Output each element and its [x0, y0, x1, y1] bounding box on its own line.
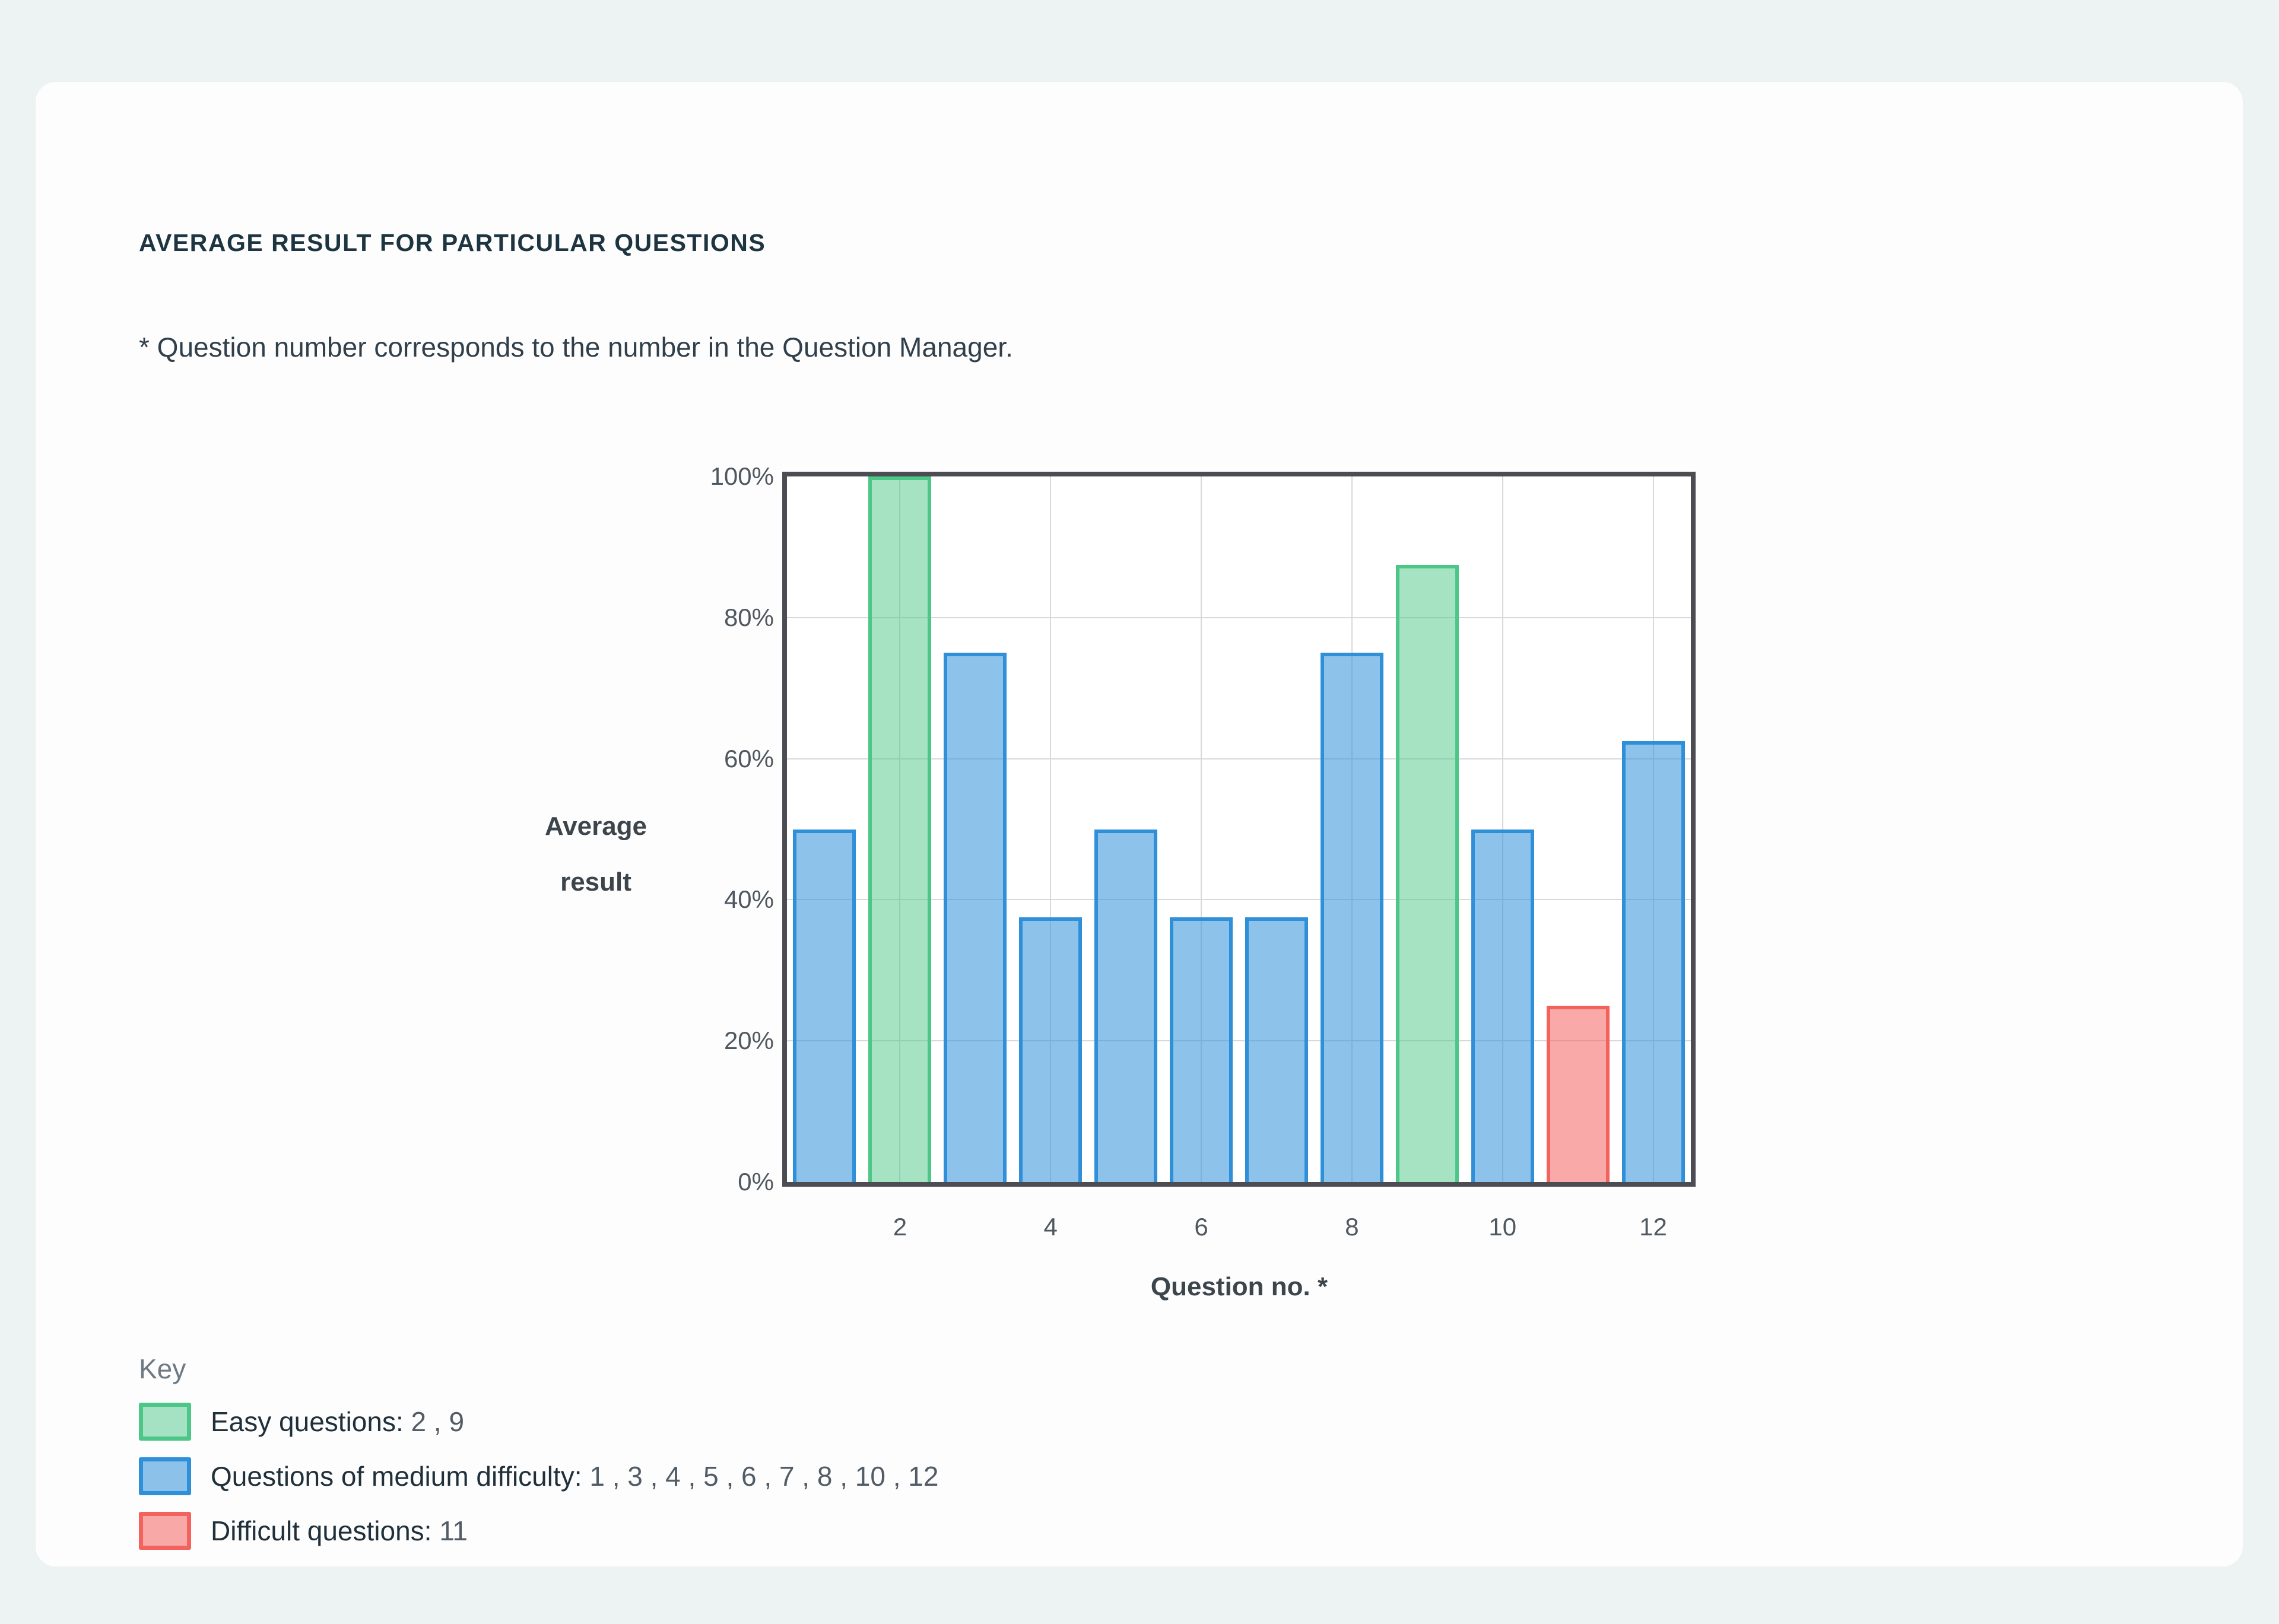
bar-question-4 [1019, 917, 1083, 1182]
report-card: AVERAGE RESULT FOR PARTICULAR QUESTIONS … [36, 82, 2243, 1566]
y-tick-60: 60% [723, 744, 774, 773]
key-label-text: Easy questions: [211, 1406, 411, 1437]
gridline-v-4 [1050, 476, 1052, 1182]
key-label-values: 11 [439, 1515, 468, 1546]
gridline-h-60 [787, 758, 1691, 759]
key-label-easy: Easy questions: 2 , 9 [211, 1403, 464, 1441]
key-label-difficult: Difficult questions: 11 [211, 1512, 468, 1550]
x-tick-4: 4 [1043, 1213, 1058, 1241]
difficult-swatch [139, 1512, 191, 1550]
question-number-note: * Question number corresponds to the num… [139, 332, 1013, 363]
chart-plot-frame [782, 472, 1696, 1187]
y-tick-100: 100% [710, 462, 774, 490]
bar-question-2 [868, 476, 932, 1182]
key-heading: Key [139, 1353, 186, 1384]
bar-question-9 [1395, 564, 1459, 1182]
bar-question-3 [944, 653, 1007, 1182]
gridline-v-6 [1201, 476, 1202, 1182]
x-tick-6: 6 [1194, 1213, 1208, 1241]
x-tick-10: 10 [1488, 1213, 1517, 1241]
gridline-h-40 [787, 899, 1691, 901]
x-tick-2: 2 [893, 1213, 907, 1241]
key-label-medium: Questions of medium difficulty: 1 , 3 , … [211, 1457, 938, 1495]
key-label-values: 1 , 3 , 4 , 5 , 6 , 7 , 8 , 10 , 12 [589, 1461, 939, 1492]
y-axis-label: Average result [477, 799, 715, 910]
bar-question-11 [1546, 1005, 1610, 1182]
plot-area [787, 476, 1691, 1182]
bar-question-5 [1094, 829, 1158, 1182]
x-axis-label: Question no. * [1150, 1272, 1328, 1301]
y-axis-label-line2: result [560, 867, 631, 897]
y-tick-80: 80% [723, 603, 774, 631]
bar-question-6 [1170, 917, 1233, 1182]
bar-question-10 [1471, 829, 1534, 1182]
y-tick-20: 20% [723, 1026, 774, 1055]
key-label-values: 2 , 9 [411, 1406, 465, 1437]
gridline-h-20 [787, 1040, 1691, 1042]
bar-question-12 [1621, 741, 1685, 1182]
y-tick-0: 0% [738, 1168, 774, 1196]
y-tick-40: 40% [723, 885, 774, 914]
bar-question-1 [793, 829, 856, 1182]
key-label-text: Questions of medium difficulty: [211, 1461, 590, 1492]
x-tick-12: 12 [1639, 1213, 1667, 1241]
y-axis-label-line1: Average [544, 812, 647, 841]
easy-swatch [139, 1403, 191, 1441]
key-label-text: Difficult questions: [211, 1515, 440, 1546]
x-tick-8: 8 [1345, 1213, 1359, 1241]
page-title: AVERAGE RESULT FOR PARTICULAR QUESTIONS [139, 229, 766, 256]
medium-swatch [139, 1457, 191, 1495]
gridline-h-80 [787, 616, 1691, 618]
bar-question-8 [1320, 653, 1383, 1182]
bar-question-7 [1245, 917, 1308, 1182]
